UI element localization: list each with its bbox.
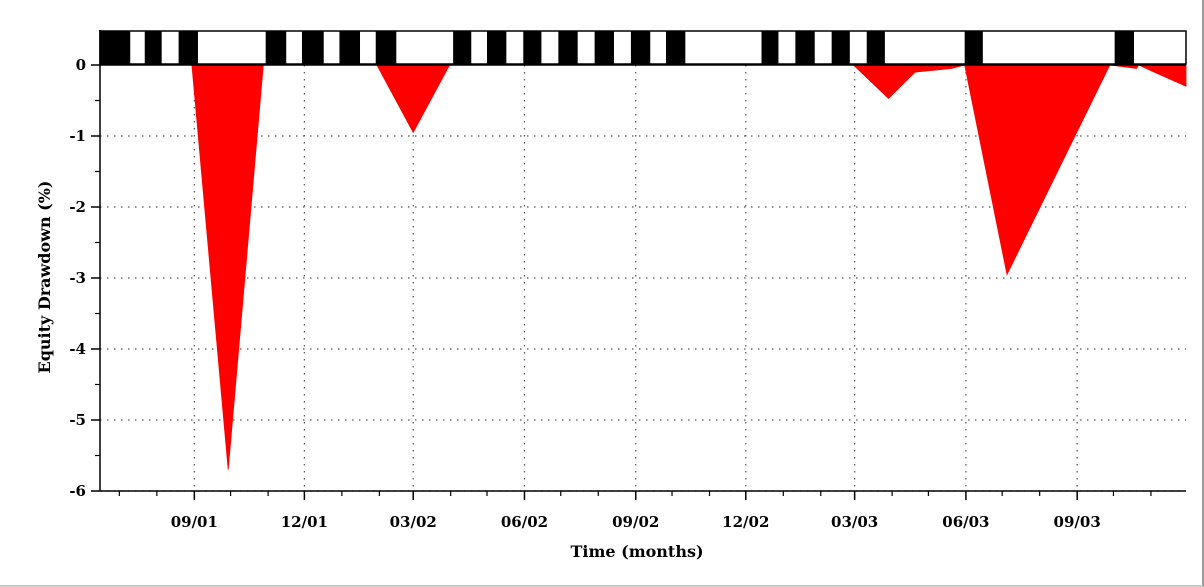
regime-bar-segment [964,31,983,64]
y-axis-ticks: 0 -1 -2 -3 -4 -5 -6 [69,56,100,500]
x-tick-label: 06/02 [501,513,548,531]
y-tick-label: -5 [69,411,86,429]
regime-bar-segment [100,31,131,64]
regime-bar [99,30,1187,65]
x-tick-label: 09/03 [1054,513,1101,531]
x-tick-label: 09/01 [171,513,218,531]
regime-bar-segment [831,31,850,64]
y-tick-label: -6 [69,482,86,500]
regime-bar-segment [594,31,614,64]
y-tick-label: -1 [69,127,86,145]
x-tick-label: 03/02 [390,513,437,531]
x-tick-label: 06/03 [942,513,989,531]
y-tick-label: -2 [69,198,86,216]
axes [99,30,1186,492]
regime-bar-segment [486,31,507,64]
regime-bar-segment [761,31,779,64]
y-tick-label: 0 [76,56,86,74]
regime-bar-segment [265,31,287,64]
x-tick-label: 12/02 [722,513,769,531]
regime-bar-segment [1114,31,1134,64]
x-tick-label: 09/02 [612,513,659,531]
grid-lines [100,65,1186,492]
y-axis-title: Equity Drawdown (%) [35,181,54,374]
x-axis-title: Time (months) [570,542,703,561]
regime-bar-segment [795,31,815,64]
regime-bar-segment [375,31,397,64]
regime-bar-segment [665,31,686,64]
regime-bar-segment [523,31,542,64]
y-tick-label: -3 [69,269,86,287]
x-tick-label: 12/01 [281,513,328,531]
regime-bar-segment [630,31,651,64]
regime-bar-segment [453,31,472,64]
regime-bar-segment [866,31,885,64]
regime-bar-segment [178,31,198,64]
regime-bar-segment [558,31,578,64]
regime-bar-segment [144,31,162,64]
y-tick-label: -4 [69,340,86,358]
x-tick-label: 03/03 [831,513,878,531]
regime-bar-segment [339,31,361,64]
regime-bar-segment [301,31,324,64]
x-axis-ticks: 09/01 12/01 03/02 06/02 09/02 12/02 03/03 06/03… [118,491,1152,531]
